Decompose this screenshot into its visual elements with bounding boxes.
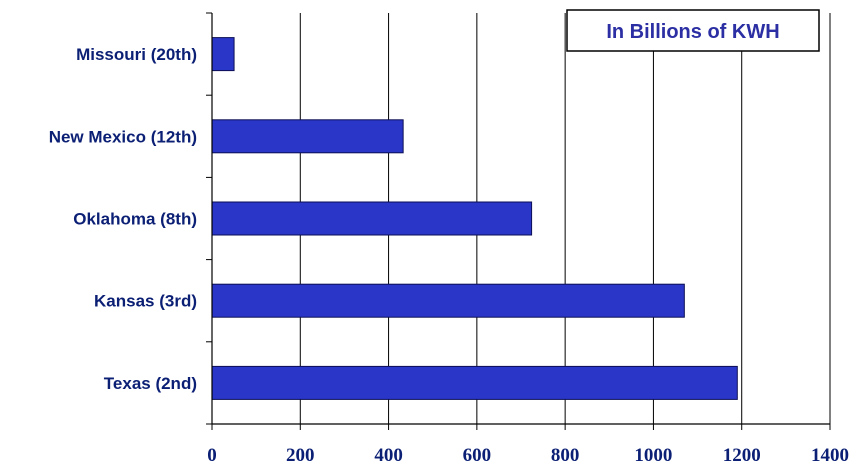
x-tick-label: 1400 — [811, 445, 849, 466]
x-tick-labels: 0 200 400 600 800 1000 1200 1400 — [207, 445, 849, 466]
x-tick-label: 1200 — [723, 445, 761, 466]
category-label: Texas (2nd) — [104, 374, 197, 393]
bar — [211, 283, 685, 318]
legend-frame — [566, 9, 820, 52]
x-tick-label: 0 — [207, 445, 217, 466]
category-label: Oklahoma (8th) — [73, 210, 197, 229]
bar — [211, 365, 738, 400]
category-label: New Mexico (12th) — [49, 127, 197, 146]
x-tick-label: 600 — [463, 445, 492, 466]
category-labels: Missouri (20th) New Mexico (12th) Oklahoma… — [49, 45, 197, 393]
x-tick-label: 200 — [286, 445, 315, 466]
bar — [211, 201, 533, 236]
bars — [211, 37, 738, 400]
x-tick-label: 400 — [374, 445, 403, 466]
category-label: Missouri (20th) — [76, 45, 197, 64]
category-label: Kansas (3rd) — [94, 292, 197, 311]
x-tick-label: 1000 — [634, 445, 672, 466]
x-tick-label: 800 — [551, 445, 580, 466]
chart-title: In Billions of KWH — [606, 21, 779, 43]
legend-box: In Billions of KWH — [566, 9, 820, 52]
bar — [211, 37, 235, 72]
axes — [206, 12, 831, 430]
bar — [211, 119, 404, 154]
